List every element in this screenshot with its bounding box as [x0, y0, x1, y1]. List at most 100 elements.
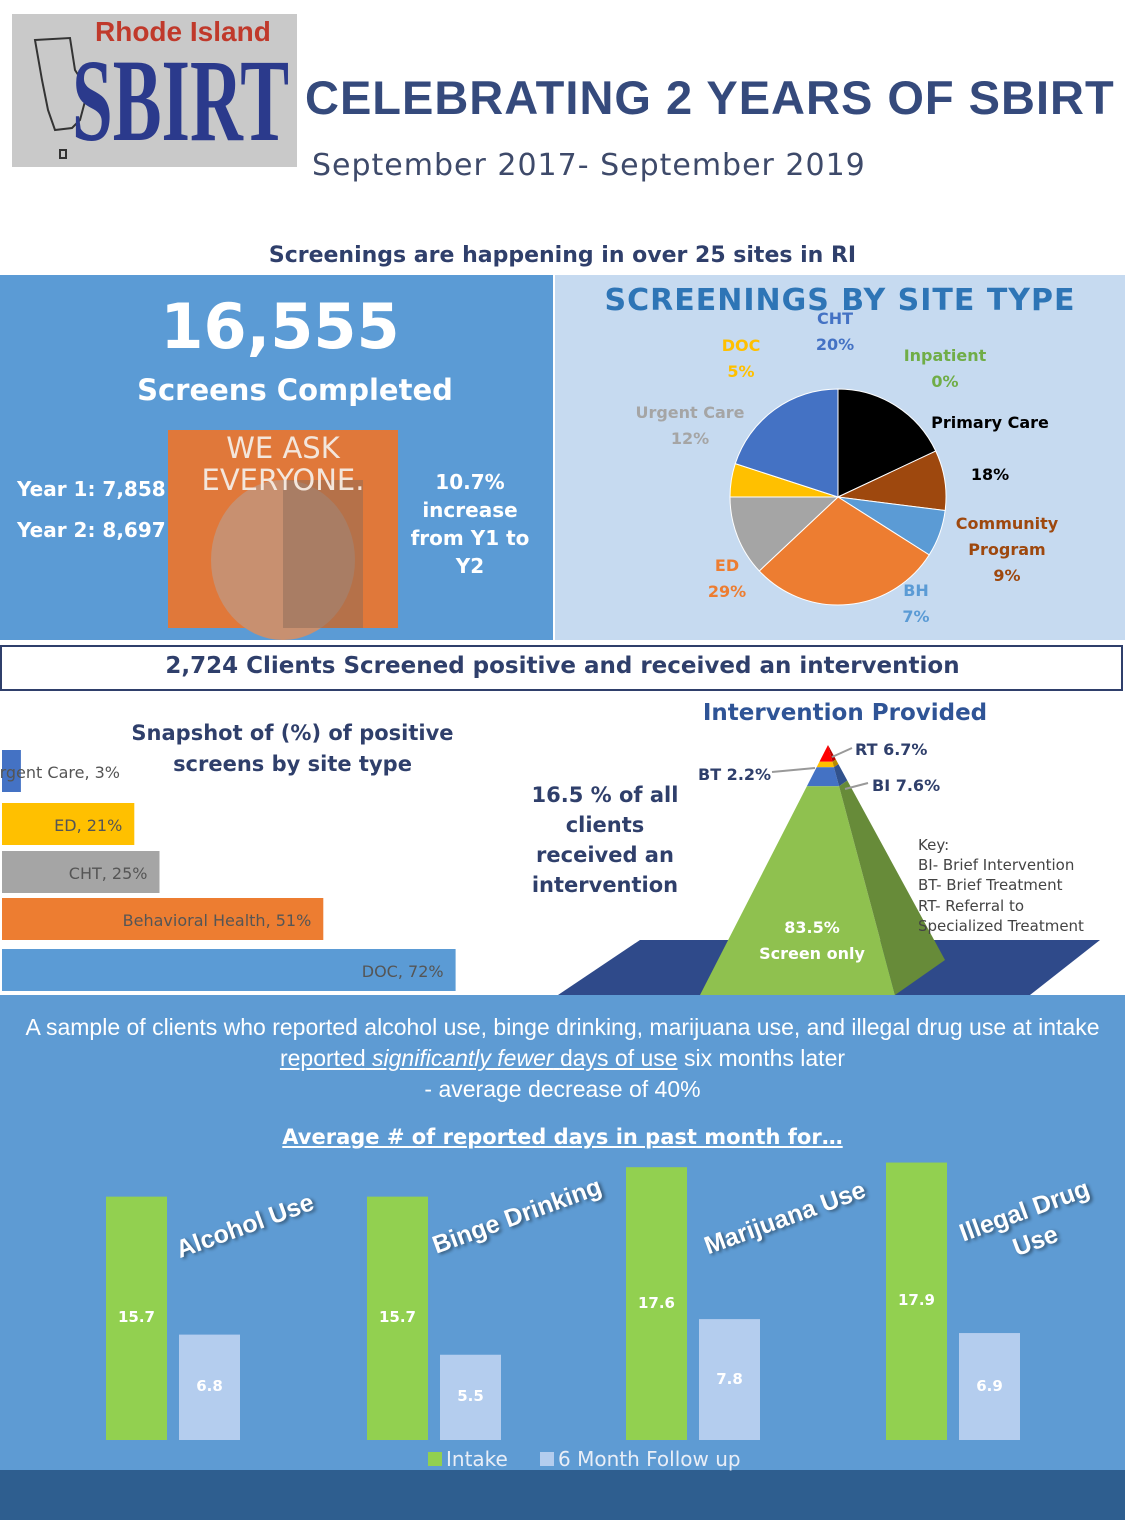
key-title: Key: [918, 836, 950, 854]
bar-value-label: 17.6 [637, 1293, 675, 1312]
bar [2, 898, 324, 940]
outcomes-underlined: reported significantly fewer days of use [280, 1045, 678, 1071]
positive-banner: 2,724 Clients Screened positive and rece… [165, 653, 960, 679]
bar [367, 1196, 428, 1440]
outcomes-rest: six months later [683, 1045, 846, 1071]
subtitle: September 2017- September 2019 [312, 148, 866, 183]
pie-category-label: DOC [721, 336, 761, 355]
logo-main: SBIRT [72, 35, 290, 166]
bar [886, 1162, 947, 1440]
legend-label: 6 Month Follow up [558, 1447, 741, 1471]
pie-category-label: Inpatient [903, 346, 987, 365]
bar [179, 1334, 240, 1440]
increase: 10.7% increase from Y1 to Y2 [410, 470, 530, 578]
pyramid-label: RT 6.7% [855, 740, 928, 759]
key-line: BI- Brief Intervention [918, 856, 1075, 874]
pie-slice [758, 496, 930, 606]
pyramid-label: BI 7.6% [872, 776, 941, 795]
bar-label: Behavioral Health, 51% [122, 911, 312, 930]
pyramid-label: 83.5% Screen only [759, 918, 865, 963]
pie-value-label: 7% [902, 607, 930, 626]
outcomes-emphasis: significantly fewer [372, 1045, 554, 1071]
bar [2, 750, 21, 792]
bar-value-label: 15.7 [378, 1308, 416, 1327]
key-line: BT- Brief Treatment [918, 876, 1063, 894]
outcomes-text: A sample of clients who reported alcohol… [15, 1012, 1110, 1105]
bar-value-label: 6.8 [196, 1377, 223, 1396]
bar-label: Urgent Care, 3% [0, 763, 120, 782]
pie-slice [734, 388, 839, 498]
logo-top: Rhode Island [95, 16, 271, 47]
state-outline [33, 36, 90, 159]
bar-label: DOC, 72% [361, 962, 444, 981]
bar [2, 803, 135, 845]
bar-title: Snapshot of (%) of positive screens by s… [131, 721, 454, 776]
total: 16,555 [160, 290, 400, 363]
pyramid-label: BT 2.2% [698, 765, 772, 784]
bar [2, 851, 160, 893]
pie-category-label: Community Program [955, 514, 1059, 559]
legend-label: Intake [446, 1447, 508, 1471]
pyramid-layer [819, 745, 833, 762]
positive-box [0, 645, 1123, 691]
pie-title: SCREENINGS BY SITE TYPE [604, 283, 1076, 318]
leader-line [771, 767, 816, 773]
pyramid-title: Intervention Provided [702, 700, 988, 726]
pie-value-label: 12% [670, 429, 710, 448]
bar-value-label: 6.9 [976, 1376, 1003, 1395]
bar [106, 1196, 167, 1440]
photo-text: WE ASK EVERYONE. [201, 431, 365, 497]
leader-line [831, 747, 853, 758]
bar-value-label: 15.7 [117, 1308, 155, 1327]
legend-swatch [540, 1452, 554, 1466]
intervention-note: 16.5 % of all clients received an interv… [531, 783, 679, 897]
bar [440, 1354, 501, 1440]
legend-swatch [428, 1452, 442, 1466]
year2: Year 2: 8,697 [17, 518, 166, 542]
bar-label: ED, 21% [54, 816, 123, 835]
bar [959, 1333, 1020, 1440]
bar [2, 949, 456, 991]
bar-value-label: 5.5 [457, 1387, 484, 1406]
pie-value-label: 0% [931, 372, 959, 391]
year1: Year 1: 7,858 [17, 477, 166, 501]
pyramid-layer [700, 786, 895, 995]
outcomes-reported: reported [279, 1045, 366, 1071]
pyramid-layer-side [833, 764, 848, 787]
bar-label: CHT, 25% [68, 864, 148, 883]
bar [626, 1167, 687, 1440]
outcomes-days: days of use [559, 1045, 678, 1071]
pie-slice [837, 388, 937, 498]
pyramid-layer [816, 761, 834, 768]
pie-value-label: 9% [993, 566, 1021, 585]
pie-value-label: 18% [970, 465, 1010, 484]
pie-slice [729, 496, 840, 572]
banner: Screenings are happening in over 25 site… [268, 243, 857, 268]
pie-category-label: CHT [816, 309, 854, 328]
pie-category-label: Primary Care [931, 413, 1049, 432]
pie-category-label: BH [903, 581, 929, 600]
pyramid-layer [806, 767, 840, 787]
bar [699, 1319, 760, 1440]
pie-category-label: ED [714, 556, 740, 575]
bar-value-label: 7.8 [716, 1369, 743, 1388]
outcomes-title: Average # of reported days in past month… [282, 1125, 843, 1149]
outcomes-decrease: - average decrease of 40% [424, 1076, 701, 1102]
photo-shade [283, 480, 363, 628]
key-line: RT- Referral to Specialized Treatment [918, 897, 1084, 935]
footer-band [0, 1470, 1125, 1520]
pyramid-layer-side [828, 745, 836, 762]
pyramid-layer-side [832, 759, 839, 768]
leader-line [844, 782, 869, 790]
total-label: Screens Completed [137, 373, 453, 407]
pie-value-label: 20% [815, 335, 855, 354]
title: CELEBRATING 2 YEARS OF SBIRT [305, 71, 1115, 124]
pie-category-label: Urgent Care [635, 403, 745, 422]
pie-value-label: 5% [727, 362, 755, 381]
pie-value-label: 29% [707, 582, 747, 601]
outcomes-intro: A sample of clients who reported alcohol… [25, 1014, 1100, 1040]
pyramid-layer-side [839, 780, 945, 995]
bar-value-label: 17.9 [897, 1291, 935, 1310]
